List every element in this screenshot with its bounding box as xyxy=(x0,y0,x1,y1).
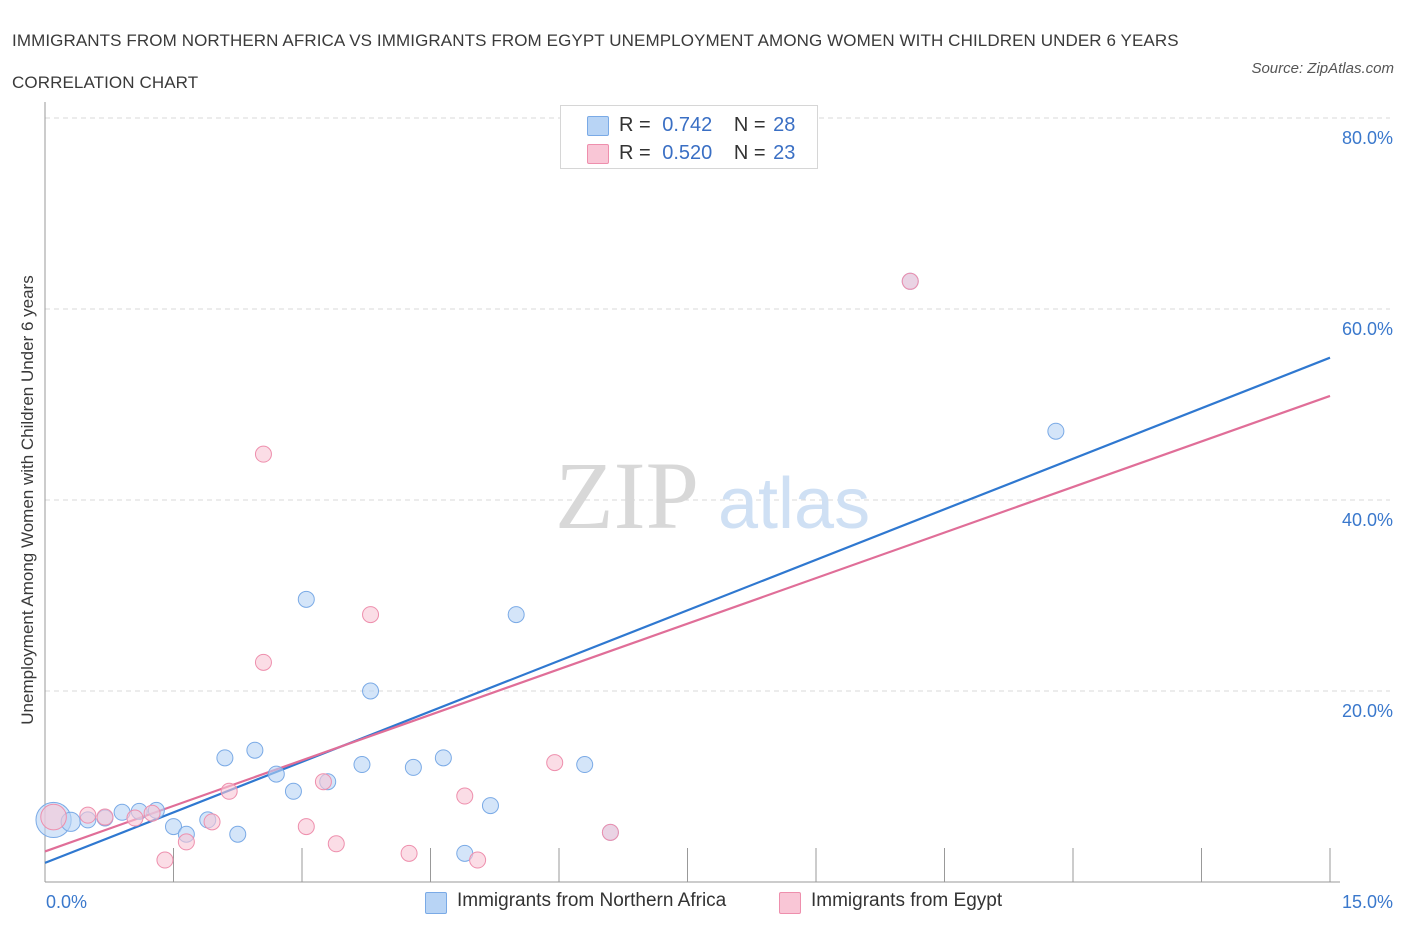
watermark-atlas: atlas xyxy=(718,464,870,544)
y-tick-label: 60.0% xyxy=(1342,319,1393,339)
y-axis-label-wrap: Unemployment Among Women with Children U… xyxy=(8,120,48,880)
x-tick-label-max: 15.0% xyxy=(1342,892,1393,912)
point-egypt xyxy=(156,851,174,869)
x-tick-label-min: 0.0% xyxy=(46,892,87,912)
watermark-zip: ZIP xyxy=(555,442,699,549)
r-value: 0.742 xyxy=(662,114,713,136)
legend-bottom: Immigrants from Northern Africa Immigran… xyxy=(0,886,1406,918)
point-egypt xyxy=(546,754,564,772)
point-egypt xyxy=(400,844,418,862)
n-label: N = xyxy=(733,114,766,136)
y-tick-label: 40.0% xyxy=(1342,510,1393,530)
point-egypt xyxy=(143,804,161,822)
trendline-egypt xyxy=(44,394,1331,853)
legend-swatch-pink xyxy=(587,144,609,164)
point-northern-africa xyxy=(229,825,247,843)
point-egypt xyxy=(469,851,487,869)
point-egypt xyxy=(327,835,345,853)
point-egypt xyxy=(297,818,315,836)
legend-swatch-blue xyxy=(425,892,447,914)
y-tick-label: 80.0% xyxy=(1342,128,1393,148)
legend-top: R = 0.742 N = 28 R = 0.520 N = 23 xyxy=(560,105,818,169)
grid-lines xyxy=(45,117,1390,692)
point-northern-africa xyxy=(434,749,452,767)
trend-lines xyxy=(44,356,1331,864)
point-northern-africa xyxy=(353,756,371,774)
point-northern-africa xyxy=(297,590,315,608)
legend-stats-1: R = 0.742 N = 28 xyxy=(619,114,795,137)
chart-title: IMMIGRANTS FROM NORTHERN AFRICA VS IMMIG… xyxy=(12,31,1179,92)
point-egypt xyxy=(901,272,919,290)
n-value: 28 xyxy=(773,114,796,136)
point-egypt xyxy=(203,813,221,831)
n-label: N = xyxy=(733,142,766,164)
point-egypt xyxy=(40,803,67,831)
point-egypt xyxy=(79,806,97,824)
watermark: ZIP atlas xyxy=(555,442,870,549)
point-northern-africa xyxy=(481,797,499,815)
data-points xyxy=(35,272,1065,869)
legend-swatch-blue xyxy=(587,116,609,136)
point-egypt xyxy=(177,833,195,851)
n-value: 23 xyxy=(773,142,796,164)
point-egypt xyxy=(254,445,272,463)
y-axis-label: Unemployment Among Women with Children U… xyxy=(18,275,37,725)
point-northern-africa xyxy=(216,749,234,767)
y-tick-label: 20.0% xyxy=(1342,701,1393,721)
point-northern-africa xyxy=(362,682,380,700)
r-value: 0.520 xyxy=(662,142,713,164)
legend-stats-2: R = 0.520 N = 23 xyxy=(619,142,795,165)
axes xyxy=(44,102,1340,883)
legend-swatch-pink xyxy=(779,892,801,914)
point-northern-africa xyxy=(246,741,264,759)
point-egypt xyxy=(456,787,474,805)
point-northern-africa xyxy=(404,758,422,776)
legend-label: Immigrants from Northern Africa xyxy=(457,890,727,911)
point-northern-africa xyxy=(1047,422,1065,440)
point-egypt xyxy=(220,782,238,800)
point-northern-africa xyxy=(507,606,525,624)
point-egypt xyxy=(126,809,144,827)
point-northern-africa xyxy=(576,756,594,774)
point-egypt xyxy=(362,606,380,624)
point-egypt xyxy=(96,808,114,826)
point-northern-africa xyxy=(267,765,285,783)
r-label: R = xyxy=(619,114,651,136)
tick-labels: 20.0% 40.0% 60.0% 80.0% 0.0% 15.0% xyxy=(46,128,1393,912)
point-egypt xyxy=(314,773,332,791)
point-northern-africa xyxy=(284,782,302,800)
point-northern-africa xyxy=(165,818,182,836)
point-egypt xyxy=(601,823,619,841)
r-label: R = xyxy=(619,142,651,164)
source-label: Source: ZipAtlas.com xyxy=(1251,60,1394,77)
trendline-northern-africa xyxy=(44,356,1331,864)
legend-label: Immigrants from Egypt xyxy=(811,890,1003,911)
point-egypt xyxy=(254,653,272,671)
